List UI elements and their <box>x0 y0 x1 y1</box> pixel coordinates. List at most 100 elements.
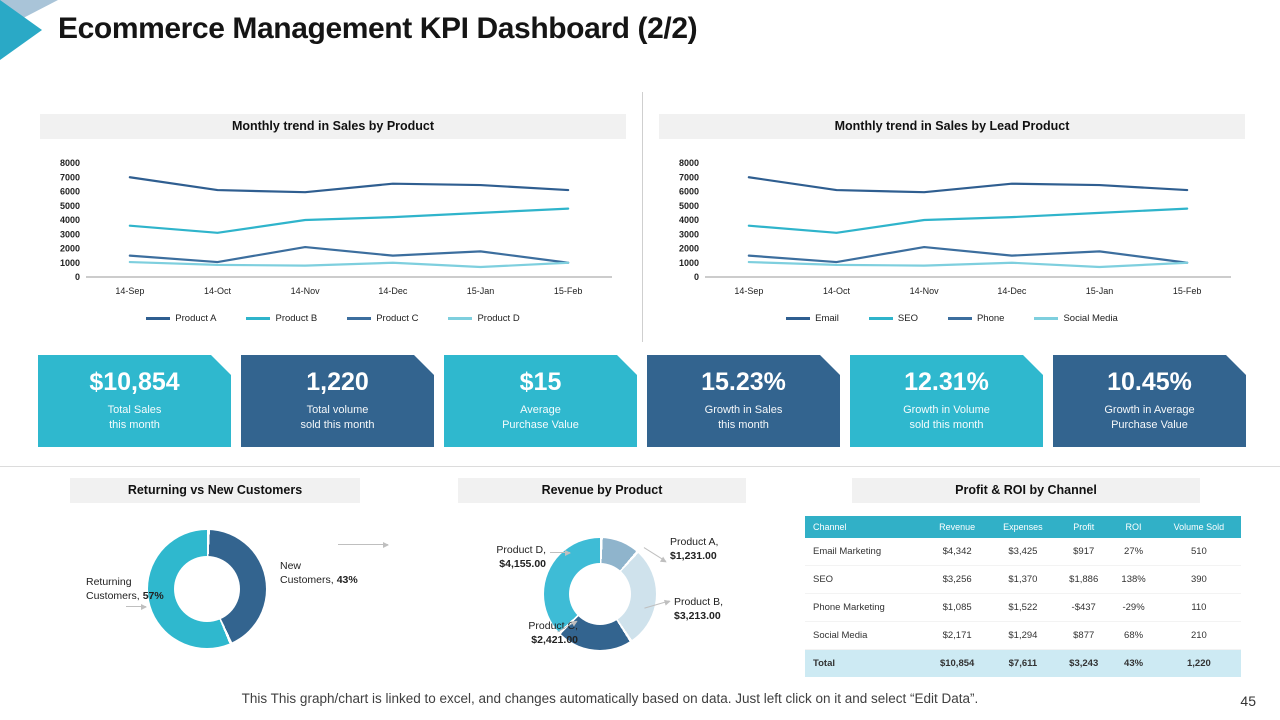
profit-roi-table[interactable]: Channel Revenue Expenses Profit ROI Volume So… <box>805 516 1241 677</box>
table-cell: 110 <box>1156 593 1241 622</box>
donut-label-product-a: Product A, $1,231.00 <box>670 536 719 562</box>
table-cell: $2,171 <box>925 621 989 650</box>
leader-line <box>643 547 667 562</box>
legend-swatch <box>947 317 972 320</box>
svg-text:2000: 2000 <box>679 244 699 254</box>
svg-text:14-Sep: 14-Sep <box>734 286 763 296</box>
table-header-cell: Expenses <box>988 516 1058 538</box>
table-cell: $1,085 <box>925 593 989 622</box>
svg-text:15-Jan: 15-Jan <box>467 286 495 296</box>
table-row: Email Marketing $4,342 $3,425 $917 27% 510 <box>805 538 1241 566</box>
legend-label: Product C <box>376 313 419 324</box>
kpi-card-total-volume: 1,220 Total volume sold this month <box>241 355 434 447</box>
table-cell: Social Media <box>805 621 926 650</box>
donut-label-returning-customers: Returning Customers, 57% <box>86 576 164 602</box>
table-cell: $1,522 <box>988 593 1058 622</box>
legend-item: Product D <box>448 313 520 324</box>
table-header-cell: Revenue <box>925 516 989 538</box>
table-cell: 43% <box>1110 649 1157 677</box>
line-chart-sales-by-product[interactable]: 8000 7000 6000 5000 4000 3000 2000 1000 0 14-Sep 1… <box>40 157 626 309</box>
legend-label: Product A <box>175 313 217 324</box>
chart-legend: Email SEO Phone Social Media <box>659 313 1245 324</box>
svg-text:6000: 6000 <box>60 187 80 197</box>
table-cell: $917 <box>1057 538 1111 566</box>
svg-text:4000: 4000 <box>60 215 80 225</box>
table-cell: $3,243 <box>1057 649 1111 677</box>
legend-label: Product B <box>275 313 318 324</box>
svg-text:15-Feb: 15-Feb <box>1173 286 1202 296</box>
table-cell: Email Marketing <box>805 538 926 566</box>
table-row: SEO $3,256 $1,370 $1,886 138% 390 <box>805 565 1241 594</box>
svg-text:14-Dec: 14-Dec <box>997 286 1027 296</box>
table-header-cell: ROI <box>1110 516 1157 538</box>
svg-text:7000: 7000 <box>60 172 80 182</box>
kpi-label: Total Sales this month <box>107 404 162 432</box>
legend-label: Email <box>815 313 839 324</box>
table-header-row: Channel Revenue Expenses Profit ROI Volume So… <box>805 516 1241 538</box>
svg-text:8000: 8000 <box>60 158 80 168</box>
table-cell: SEO <box>805 565 926 594</box>
page-title: Ecommerce Management KPI Dashboard (2/2) <box>58 12 698 45</box>
profit-roi-panel: Profit & ROI by Channel Channel Revenue Ex… <box>800 478 1246 683</box>
sales-by-product-panel: Monthly trend in Sales by Product 8000 70… <box>40 114 626 324</box>
svg-text:14-Nov: 14-Nov <box>291 286 321 296</box>
table-cell: $1,370 <box>988 565 1058 594</box>
table-header-cell: Profit <box>1057 516 1111 538</box>
donut-hole <box>173 555 241 623</box>
donut-chart-returning-vs-new[interactable] <box>148 530 266 648</box>
donut-chart-revenue-by-product[interactable] <box>544 538 656 650</box>
kpi-value: 12.31% <box>904 368 989 396</box>
svg-text:14-Oct: 14-Oct <box>823 286 851 296</box>
line-chart-sales-by-lead-product[interactable]: 8000 7000 6000 5000 4000 3000 2000 1000 0 14-Sep 1… <box>659 157 1245 309</box>
kpi-card-growth-average-purchase: 10.45% Growth in Average Purchase Value <box>1053 355 1246 447</box>
table-cell: 210 <box>1156 621 1241 650</box>
legend-item: SEO <box>868 313 918 324</box>
table-cell: $877 <box>1057 621 1111 650</box>
kpi-value: 1,220 <box>306 368 369 396</box>
table-cell: $4,342 <box>925 538 989 566</box>
kpi-label: Growth in Average Purchase Value <box>1104 404 1195 432</box>
donut-label-product-d: Product D, $4,155.00 <box>496 544 546 570</box>
legend-swatch <box>246 317 271 320</box>
kpi-card-growth-volume: 12.31% Growth in Volume sold this month <box>850 355 1043 447</box>
kpi-label: Average Purchase Value <box>502 404 579 432</box>
legend-item: Email <box>786 313 839 324</box>
table-cell: $10,854 <box>925 649 989 677</box>
table-cell: 27% <box>1110 538 1157 566</box>
table-cell: 68% <box>1110 621 1157 650</box>
kpi-value: 15.23% <box>701 368 786 396</box>
donut-label-product-b: Product B, $3,213.00 <box>674 596 724 622</box>
legend-item: Product B <box>246 313 317 324</box>
svg-text:0: 0 <box>75 272 80 282</box>
kpi-card-average-purchase: $15 Average Purchase Value <box>444 355 637 447</box>
kpi-value: $15 <box>519 368 562 396</box>
legend-swatch <box>786 317 811 320</box>
legend-swatch <box>146 317 171 320</box>
table-header-cell: Channel <box>805 516 926 538</box>
svg-text:5000: 5000 <box>679 201 699 211</box>
chart-title: Profit & ROI by Channel <box>852 478 1200 503</box>
table-cell: $3,425 <box>988 538 1058 566</box>
table-cell: $3,256 <box>925 565 989 594</box>
legend-swatch <box>868 317 893 320</box>
kpi-row: $10,854 Total Sales this month 1,220 Tota… <box>38 355 1246 447</box>
legend-item: Product A <box>146 313 216 324</box>
leader-line <box>126 603 147 610</box>
legend-label: Phone <box>976 313 1005 324</box>
legend-swatch <box>1034 317 1059 320</box>
legend-label: Product D <box>477 313 520 324</box>
chart-title: Returning vs New Customers <box>70 478 360 503</box>
table-cell: 138% <box>1110 565 1157 594</box>
table-cell: $1,294 <box>988 621 1058 650</box>
svg-text:0: 0 <box>694 272 699 282</box>
svg-text:8000: 8000 <box>679 158 699 168</box>
vertical-divider <box>642 92 643 342</box>
svg-text:5000: 5000 <box>60 201 80 211</box>
svg-text:1000: 1000 <box>679 258 699 268</box>
donut-label-product-c: Product C, $2,421.00 <box>528 620 578 646</box>
table-row: Social Media $2,171 $1,294 $877 68% 210 <box>805 621 1241 650</box>
kpi-card-growth-sales: 15.23% Growth in Sales this month <box>647 355 840 447</box>
table-cell: $7,611 <box>988 649 1058 677</box>
legend-swatch <box>347 317 372 320</box>
